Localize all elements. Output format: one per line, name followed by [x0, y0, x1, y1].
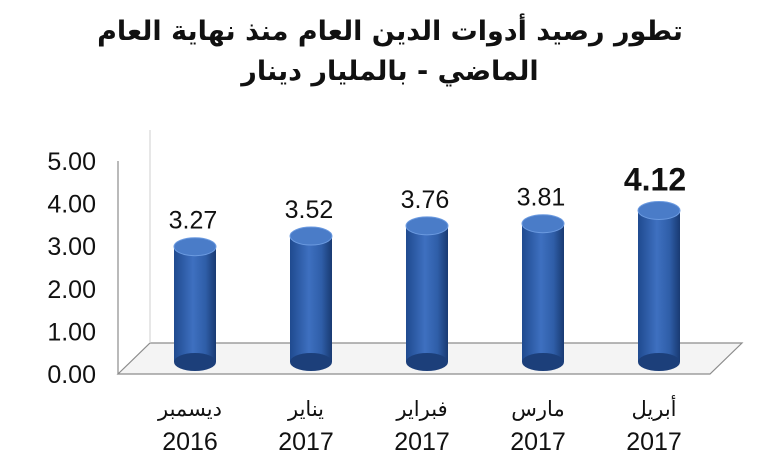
y-tick-label: 0.00	[47, 361, 96, 389]
x-label-month: أبريل	[631, 395, 676, 421]
x-label-year: 2016	[162, 428, 218, 456]
value-label: 3.76	[401, 186, 450, 214]
x-axis-labels: ديسمبر 2016 يناير 2017 فبراير 2017 مارس 2017 أبر…	[157, 395, 682, 456]
y-axis-ticks: 0.00 1.00 2.00 3.00 4.00 5.00	[47, 148, 96, 389]
value-label: 4.12	[624, 161, 686, 197]
x-label-year: 2017	[510, 428, 566, 456]
x-label-year: 2017	[278, 428, 334, 456]
bars	[173, 200, 681, 371]
value-label: 3.27	[169, 207, 218, 235]
y-tick-label: 5.00	[47, 148, 96, 176]
y-tick-label: 4.00	[47, 191, 96, 219]
bar	[289, 226, 333, 371]
chart-title: تطور رصيد أدوات الدين العام منذ نهاية ال…	[97, 16, 683, 87]
x-label-month: ديسمبر	[157, 397, 222, 421]
value-label: 3.52	[285, 196, 334, 224]
bar	[405, 216, 449, 371]
bar	[173, 237, 217, 371]
x-label-year: 2017	[626, 428, 682, 456]
y-tick-label: 3.00	[47, 233, 96, 261]
x-label-month: يناير	[287, 397, 324, 421]
bar	[637, 200, 681, 371]
x-label-year: 2017	[394, 428, 450, 456]
bar	[521, 214, 565, 371]
y-tick-label: 1.00	[47, 318, 96, 346]
data-labels: 3.27 3.52 3.76 3.81 4.12	[169, 161, 686, 234]
x-label-month: مارس	[511, 397, 564, 421]
x-label-month: فبراير	[395, 397, 447, 421]
value-label: 3.81	[517, 184, 566, 212]
y-tick-label: 2.00	[47, 276, 96, 304]
